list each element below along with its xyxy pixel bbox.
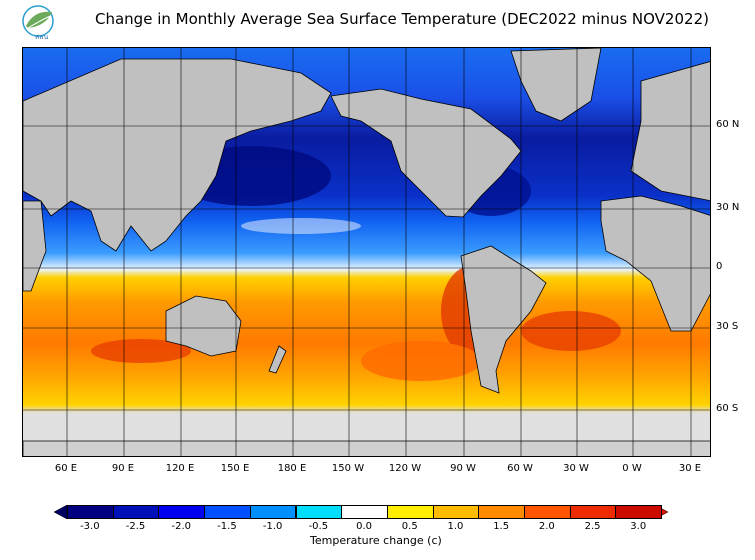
colorbar-tick-label: -2.0 bbox=[171, 521, 191, 532]
colorbar-tick-label: -2.5 bbox=[125, 521, 146, 532]
colorbar-swatch bbox=[249, 505, 297, 519]
colorbar-swatch bbox=[204, 505, 251, 519]
lon-label: 120 E bbox=[165, 463, 195, 474]
lon-label: 180 E bbox=[277, 463, 307, 474]
colorbar-under-arrow bbox=[54, 505, 68, 520]
colorbar-swatch bbox=[615, 505, 663, 519]
europe bbox=[630, 61, 710, 202]
new-zealand bbox=[268, 345, 287, 374]
colorbar-swatch bbox=[67, 505, 114, 519]
lat-label: 60 S bbox=[716, 403, 739, 414]
colorbar-swatch bbox=[478, 505, 525, 519]
map-svg bbox=[23, 48, 710, 456]
south-america bbox=[460, 245, 547, 394]
lon-label: 90 W bbox=[450, 463, 476, 474]
colorbar bbox=[54, 505, 668, 521]
colorbar-label: Temperature change (c) bbox=[310, 534, 442, 547]
colorbar-tick-label: 0.5 bbox=[401, 521, 418, 532]
colorbar-tick-label: 2.0 bbox=[538, 521, 555, 532]
colorbar-tick-label: 3.0 bbox=[630, 521, 647, 532]
logo-text: สสน bbox=[35, 33, 49, 41]
logo: สสน bbox=[22, 5, 54, 41]
lon-label: 30 E bbox=[678, 463, 702, 474]
lat-label: 0 bbox=[716, 261, 723, 272]
north-america bbox=[330, 88, 522, 218]
antarctica bbox=[23, 440, 710, 456]
colorbar-tick-label: -1.5 bbox=[217, 521, 237, 532]
lon-label: 0 W bbox=[622, 463, 642, 474]
lon-label: 120 W bbox=[388, 463, 422, 474]
africa bbox=[600, 195, 710, 332]
colorbar-swatch bbox=[524, 505, 571, 519]
colorbar-tick-label: -0.5 bbox=[308, 521, 329, 532]
colorbar-tick-label: 2.5 bbox=[584, 521, 601, 532]
colorbar-swatch bbox=[341, 505, 388, 519]
land bbox=[23, 48, 710, 456]
graticule bbox=[23, 48, 710, 456]
colorbar-tick-label: 0.0 bbox=[356, 521, 372, 532]
lon-label: 90 E bbox=[111, 463, 135, 474]
map-area[interactable] bbox=[22, 47, 711, 457]
asia bbox=[23, 58, 332, 252]
colorbar-tick-label: -3.0 bbox=[80, 521, 100, 532]
colorbar-swatch bbox=[158, 505, 206, 519]
colorbar-swatch bbox=[569, 505, 617, 519]
colorbar-swatch bbox=[386, 505, 434, 519]
chart-title: Change in Monthly Average Sea Surface Te… bbox=[95, 10, 709, 28]
lat-label: 30 S bbox=[716, 321, 739, 332]
lon-label: 30 W bbox=[563, 463, 589, 474]
lon-label: 150 W bbox=[331, 463, 365, 474]
colorbar-tick-label: 1.5 bbox=[493, 521, 510, 532]
lat-label: 60 N bbox=[716, 119, 740, 130]
africa-west-edge bbox=[23, 200, 47, 292]
lon-label: 150 E bbox=[220, 463, 250, 474]
lon-label: 60 E bbox=[54, 463, 78, 474]
colorbar-swatch bbox=[112, 505, 160, 519]
colorbar-tick-label: 1.0 bbox=[447, 521, 464, 532]
lon-label: 60 W bbox=[507, 463, 533, 474]
lat-label: 30 N bbox=[716, 202, 740, 213]
colorbar-tick-label: -1.0 bbox=[262, 521, 283, 532]
colorbar-swatch bbox=[295, 505, 343, 519]
colorbar-swatch bbox=[432, 505, 480, 519]
